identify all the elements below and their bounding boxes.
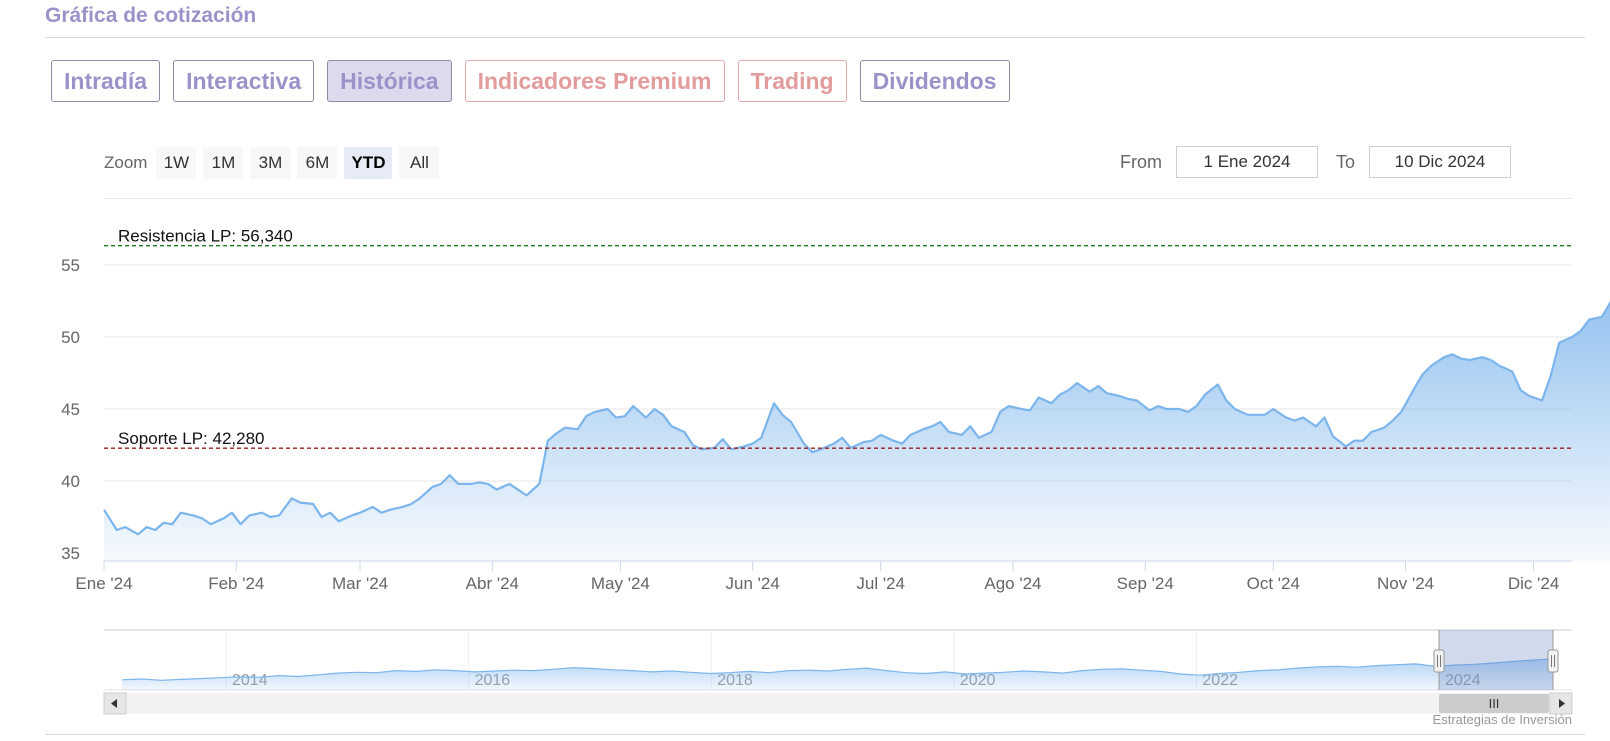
chart-credit: Estrategias de Inversión bbox=[1432, 712, 1572, 727]
y-tick-label: 50 bbox=[61, 328, 80, 347]
x-tick-label: Feb '24 bbox=[208, 574, 264, 593]
navigator-right-handle[interactable] bbox=[1547, 649, 1559, 673]
x-tick-label: Nov '24 bbox=[1377, 574, 1434, 593]
x-tick-label: Jun '24 bbox=[726, 574, 780, 593]
x-tick-label: Oct '24 bbox=[1247, 574, 1300, 593]
zoom-label: Zoom bbox=[104, 153, 148, 172]
zoom-1w-button[interactable]: 1W bbox=[156, 147, 197, 179]
from-date-input[interactable] bbox=[1176, 146, 1318, 178]
bottom-divider bbox=[45, 734, 1585, 735]
scroll-left-arrow-icon bbox=[111, 699, 117, 708]
x-tick-label: Ene '24 bbox=[75, 574, 132, 593]
scrollbar-grip-icon: III bbox=[1489, 696, 1500, 711]
range-selector-divider bbox=[104, 198, 1572, 199]
tab-historica[interactable]: Histórica bbox=[327, 60, 452, 102]
navigator-left-handle[interactable] bbox=[1433, 649, 1445, 673]
series-line bbox=[103, 301, 1610, 536]
x-tick-label: Ago '24 bbox=[984, 574, 1041, 593]
x-tick-label: Jul '24 bbox=[856, 574, 905, 593]
support-label: Soporte LP: 42,280 bbox=[118, 429, 265, 448]
zoom-ytd-button[interactable]: YTD bbox=[344, 147, 393, 179]
navigator-area bbox=[122, 658, 1553, 690]
tab-interactiva[interactable]: Interactiva bbox=[173, 60, 315, 102]
to-date-input[interactable] bbox=[1369, 146, 1512, 178]
range-selector: Zoom 1W 1M 3M 6M YTD All bbox=[104, 146, 494, 180]
zoom-1m-button[interactable]: 1M bbox=[203, 147, 244, 179]
y-tick-label: 35 bbox=[61, 544, 80, 563]
y-tick-label: 40 bbox=[61, 472, 80, 491]
y-tick-label: 45 bbox=[61, 400, 80, 419]
tab-trading[interactable]: Trading bbox=[737, 60, 847, 102]
navigator-selection bbox=[1439, 630, 1553, 690]
navigator-line bbox=[121, 658, 1554, 681]
x-tick-label: May '24 bbox=[591, 574, 650, 593]
from-label: From bbox=[1120, 151, 1162, 172]
title-divider bbox=[45, 37, 1585, 38]
section-title: Gráfica de cotización bbox=[45, 4, 257, 27]
tab-indicadores-premium[interactable]: Indicadores Premium bbox=[464, 60, 725, 102]
scroll-right-arrow-icon bbox=[1559, 699, 1565, 708]
zoom-6m-button[interactable]: 6M bbox=[297, 147, 338, 179]
resistance-label: Resistencia LP: 56,340 bbox=[118, 227, 293, 246]
x-tick-label: Sep '24 bbox=[1117, 574, 1174, 593]
scrollbar-track[interactable] bbox=[104, 693, 1572, 714]
y-tick-label: 55 bbox=[61, 256, 80, 275]
zoom-3m-button[interactable]: 3M bbox=[250, 147, 291, 179]
x-tick-label: Abr '24 bbox=[466, 574, 519, 593]
date-range: From To bbox=[1120, 146, 1529, 178]
x-tick-label: Mar '24 bbox=[332, 574, 388, 593]
tab-intradia[interactable]: Intradía bbox=[51, 60, 161, 102]
tab-dividendos[interactable]: Dividendos bbox=[859, 60, 1010, 102]
scrollbar-thumb[interactable] bbox=[1439, 694, 1549, 713]
x-tick-label: Dic '24 bbox=[1508, 574, 1559, 593]
to-label: To bbox=[1336, 151, 1356, 172]
zoom-all-button[interactable]: All bbox=[399, 147, 440, 179]
chart-tabs: Intradía Interactiva Histórica Indicadores … bbox=[51, 60, 1010, 104]
series-area bbox=[104, 303, 1610, 561]
